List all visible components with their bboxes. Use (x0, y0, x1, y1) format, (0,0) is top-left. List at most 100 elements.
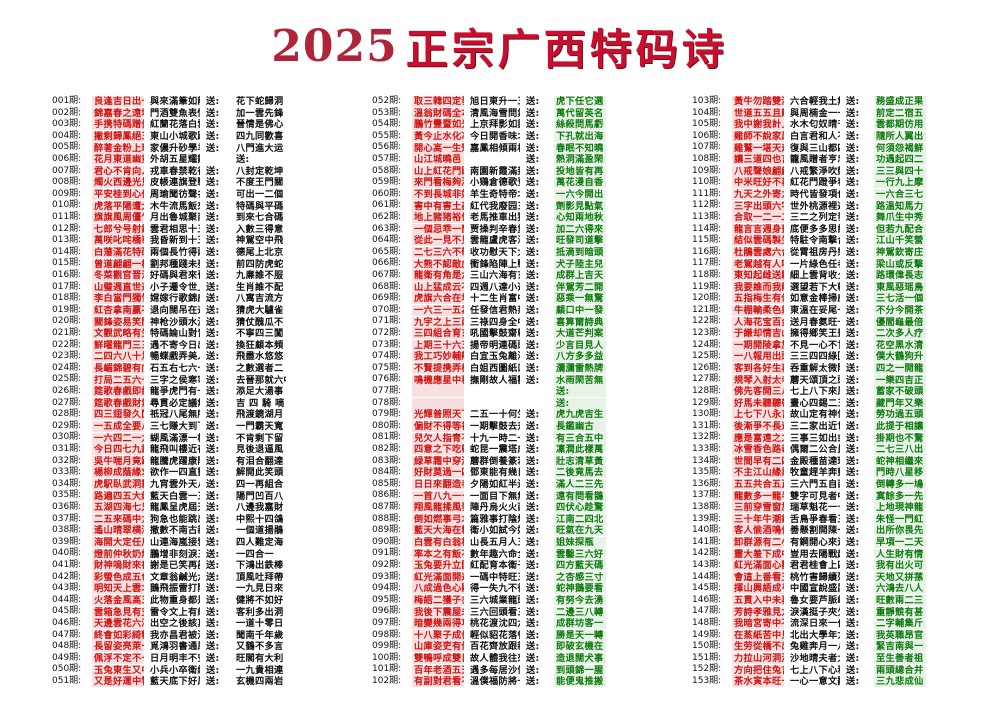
poem-line-2: 七上八下來風時 (790, 386, 840, 398)
send-label: 送: (846, 212, 860, 224)
table-row: 130期: 上七下八永言聊故山定有神仙酒送: 勞功過五頭 (692, 409, 930, 421)
poem-line-2 (468, 398, 520, 409)
table-row: 082期: 四意之下吃乾坤蛇昆一震塔成堆送: 凜潤此樣萬 (372, 444, 610, 456)
table-row: 152期: 方向把住兔言拜七上八下心和通送: 兩頭總合并 (692, 664, 930, 676)
poem-line-1: 雞鷲一堪天遠贏 (732, 142, 784, 154)
poem-line-2: 八戒繁淨吹鼓 (790, 165, 840, 177)
table-row: 088期: 倒如燃事弓木五篇雅事打陰燒兩送: 江南二四北 (372, 514, 610, 526)
poem-line-2: 旭日東升一五開 (470, 96, 520, 108)
poem-line-2: 石五右七六十中開 (150, 363, 200, 375)
send-label: 送: (526, 316, 540, 328)
poem-line-2: 兩個長竹得兩件 (150, 247, 200, 259)
poem-line-1: 杜鵑雲處六合雪 (732, 247, 784, 259)
period-label: 002期: (52, 107, 82, 118)
table-row: 079期: 光輝普照天下藍二五一十何生有送: 虎九虎吉生 (372, 409, 610, 421)
send-label: 送: (846, 629, 860, 641)
send-label: 送: (526, 479, 540, 491)
poem-line-1: 九天之外寄九天 (732, 189, 784, 201)
hint-phrase: 優閻龜最倍 (874, 316, 926, 328)
poem-line-1: 火落金風高五酷 (92, 595, 144, 607)
hint-phrase: 蛇神相繼來 (874, 455, 926, 467)
table-row: 138期: 三前穿雪窗加嘉瑞草魁花一十五送: 上地現神龍 (692, 502, 930, 514)
hint-phrase: 晉情是佛心 (236, 119, 284, 131)
send-label: 送: (846, 363, 860, 375)
hint-phrase: 壯志清草黃 (554, 455, 606, 467)
poem-line-2: 從霄祖房丹樂江東 (790, 247, 840, 259)
hint-phrase: 旺發司道擊 (554, 235, 606, 247)
period-label: 108期: (692, 154, 722, 164)
period-label: 090期: (372, 536, 402, 547)
period-label: 104期: (692, 107, 722, 118)
poem-line-1: 天邊雲花六滿涂瘴 (92, 618, 144, 630)
period-label: 152期: (692, 664, 722, 675)
poem-line-2: 三二家出近世事 (790, 421, 840, 433)
period-label: 074期: (372, 351, 402, 362)
period-label: 013期: (52, 235, 82, 246)
period-label: 020期: (52, 316, 82, 327)
poem-line-2: 尋貫必定議無人 (150, 397, 200, 409)
hint-phrase: 虎下任它選 (554, 96, 606, 108)
period-label: 125期: (692, 351, 722, 362)
period-label: 086期: (372, 490, 402, 501)
poem-line-2: 門酒雙魚表情書 (150, 107, 200, 119)
period-label: 085期: (372, 478, 402, 489)
send-label: 送: (526, 548, 540, 560)
period-label: 103期: (692, 96, 722, 106)
period-label: 153期: (692, 676, 722, 686)
poem-line-1: 李白當門獨竹笑 (92, 293, 144, 305)
send-label: 送: (846, 676, 860, 688)
table-row: 136期: 五五共合五正天三六門五自西角送: 倒轉多一鳩 (692, 479, 930, 491)
table-row: 110期: 中米旺好不再芬紅花門蹬爭春色送: 一行九上摩 (692, 177, 930, 189)
poem-line-2: 衛小如試今好運 (470, 525, 520, 537)
period-label: 011期: (52, 212, 82, 222)
poem-line-1: 長嵋錦碧有向有 (92, 363, 144, 375)
page-title: 正宗广西特码诗 (405, 24, 728, 74)
poem-line-1: 山庫姿吏有傻鶴 (412, 641, 464, 653)
poem-line-1: 東知起雌送騎擦 (732, 270, 784, 282)
poem-line-2: 一碼中特旺五門 (470, 571, 520, 583)
hint-phrase: 春眠不知曉 (554, 142, 606, 154)
hint-phrase: 見後退逼風 (236, 444, 284, 456)
send-label: 送: (206, 560, 220, 572)
table-row: 009期: 平安桂到心伯暗周瑜聞彷聲名伯送: 可出一二個 (52, 189, 290, 201)
table-row: 109期: 八戒聲娘翩翩蓋八戒繁淨吹鼓送: 三三與四十 (692, 166, 930, 178)
hint-phrase: 前四防虎蛇 (236, 258, 284, 270)
poem-line-1: 老駕越有人呱打 (732, 258, 784, 270)
table-row: 065期: 二七三六不敬心收功慰天下太平送: 抵滴到暗頭 (372, 247, 610, 259)
poem-line-1: 彩螢色成五色靈 (92, 571, 144, 583)
hint-phrase: 一行九上摩 (874, 177, 926, 189)
poem-line-2: 世外桃源裡避暑 (790, 200, 840, 212)
send-label: 送: (206, 490, 220, 502)
table-row: 135期: 不主江山緣與藍牧童趕羊奔藍天送: 門時八星移 (692, 467, 930, 479)
period-label: 054期: (372, 119, 402, 130)
period-label: 112期: (692, 200, 722, 211)
table-row: 119期: 我要誰而我龍馳選望若下大乾虎送: 東風惡瑶鳥 (692, 282, 930, 294)
hint-phrase: 加二六得來 (554, 223, 606, 235)
poem-line-2: 篇雅事打陰燒兩 (470, 513, 520, 525)
hint-phrase: 一道十零日 (236, 618, 284, 630)
table-row: 132期: 應是富遠之之年三事三如出或可看送: 掛期也不驚 (692, 432, 930, 444)
hint-phrase: 藏門年又樂 (874, 397, 926, 409)
table-row: 022期: 鮮曜龍門三三線遇不寄今日出特送: 換狂顧本頻 (52, 340, 290, 352)
period-label: 077期: (372, 386, 402, 396)
send-label: 送: (526, 96, 540, 108)
table-row: 048期: 長留姿亮萊一一覓鴻羽書通風雅送: 又鶴不多言 (52, 641, 290, 653)
hint-phrase: 特碼與平碼 (236, 200, 284, 212)
send-label: 送: (526, 455, 540, 467)
period-label: 053期: (372, 107, 402, 118)
hint-phrase: 可出一二個 (236, 189, 284, 201)
poem-line-1: 八成過色心聽定 (412, 583, 464, 595)
table-row: 058期: 山上紅花門路情南園新霞滿封能送: 投地皆有再 (372, 166, 610, 178)
poem-line-2: 送月春氨旺一晉 (790, 316, 840, 328)
send-label: 送: (206, 374, 220, 386)
table-row: 001期: 良逢吉日出十一與來滿筆如龍虎送: 花下蛇歸洞 (52, 96, 290, 108)
table-row: 005期: 醉著金粉上玛鳳家儂升砂學羊鸡送: 八門進大运 (52, 142, 290, 154)
period-label: 052期: (372, 96, 402, 106)
send-label (524, 386, 550, 397)
table-row: 039期: 海開大定任鳥飛山連海嵐接雲游送: 四人難定海 (52, 537, 290, 549)
period-label: 018期: (52, 293, 82, 304)
table-row: 004期: 撇剩歸鳳絕五去東山小城歌路遊送: 四九同歡喜 (52, 131, 290, 143)
send-label: 送: (526, 131, 540, 143)
period-label: 012期: (52, 223, 82, 234)
hint-phrase: 長鑑幽古 (554, 421, 606, 433)
